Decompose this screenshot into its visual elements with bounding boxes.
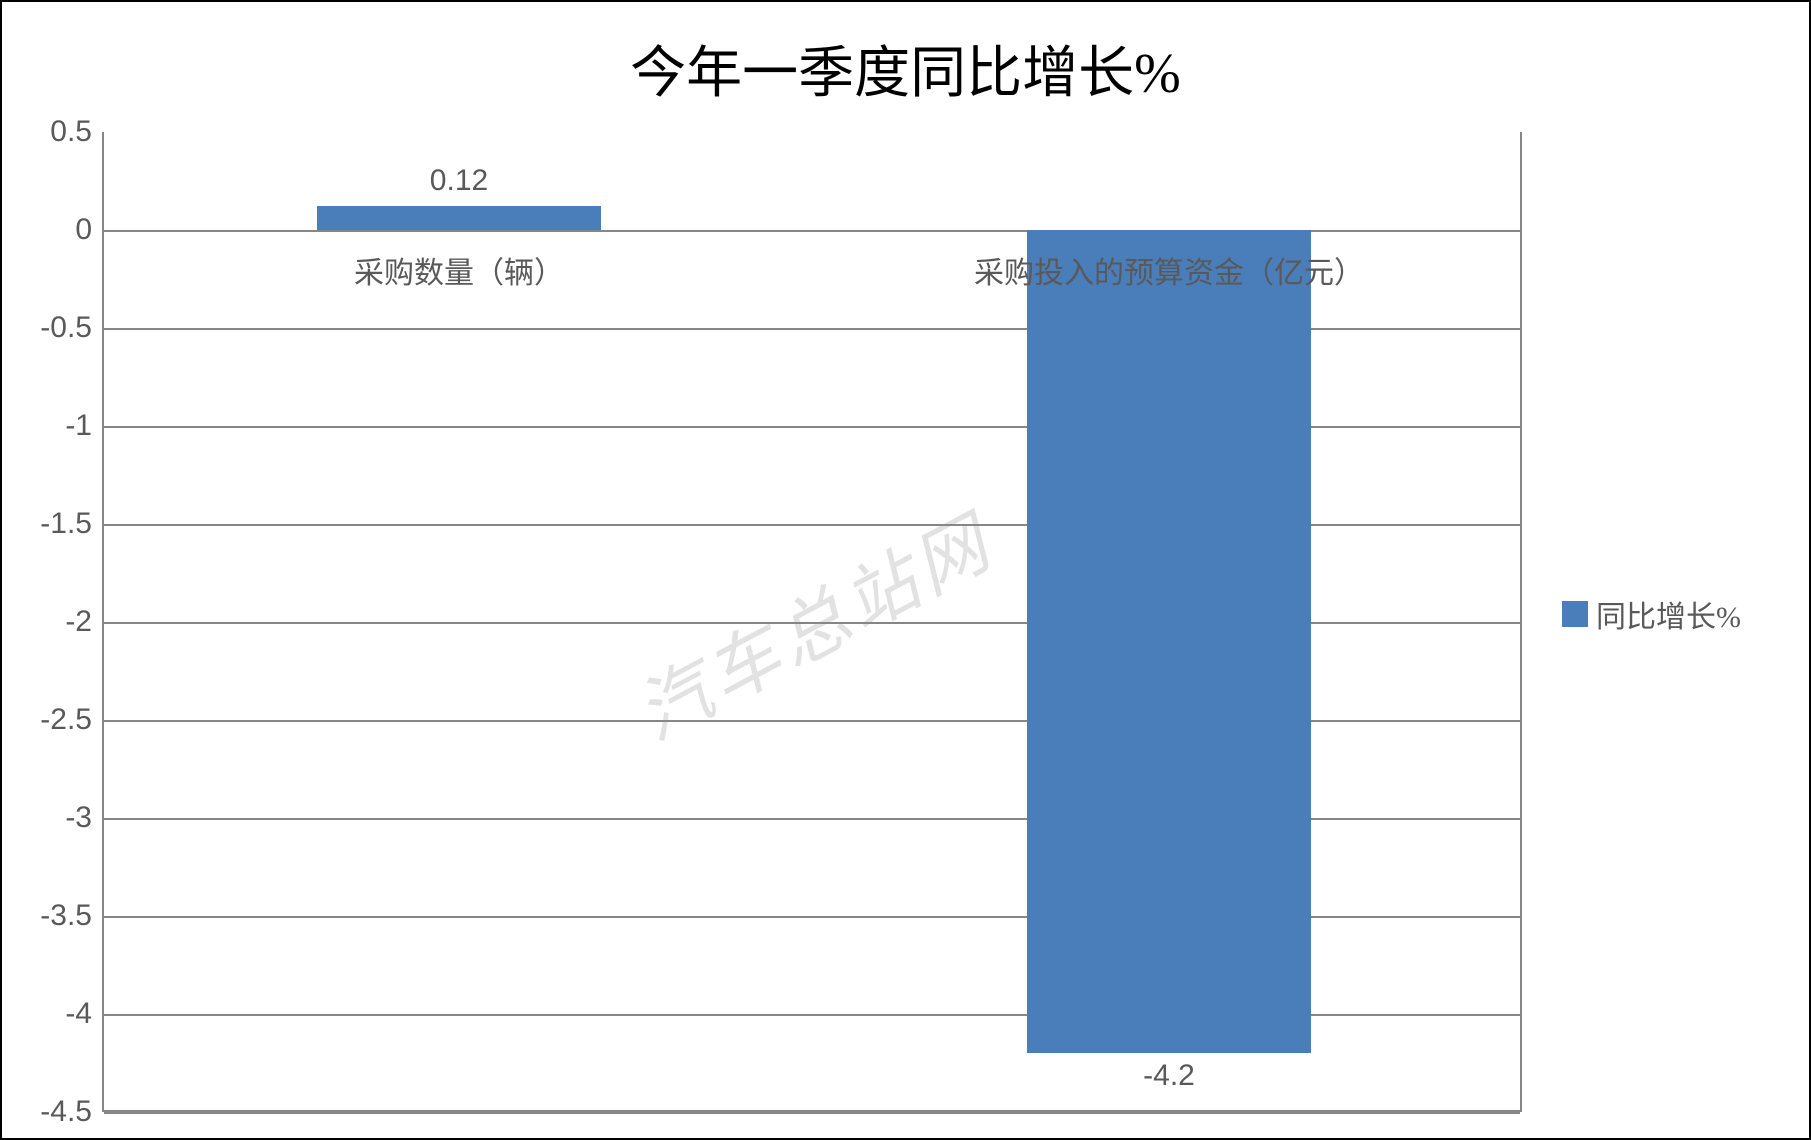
value-label: -4.2 — [1143, 1059, 1195, 1093]
bar — [1027, 230, 1311, 1053]
y-tick-label: -2 — [65, 605, 92, 639]
plot-area: -4.5-4-3.5-3-2.5-2-1.5-1-0.500.5采购数量（辆）0… — [102, 132, 1522, 1112]
y-tick-label: -2.5 — [40, 703, 92, 737]
y-tick-label: -3.5 — [40, 899, 92, 933]
y-tick-label: -1 — [65, 409, 92, 443]
y-tick-label: 0.5 — [50, 115, 92, 149]
y-tick-label: -1.5 — [40, 507, 92, 541]
chart-container: 今年一季度同比增长% -4.5-4-3.5-3-2.5-2-1.5-1-0.50… — [0, 0, 1811, 1140]
y-tick-label: 0 — [75, 213, 92, 247]
category-label: 采购数量（辆） — [104, 248, 814, 292]
y-tick-label: -3 — [65, 801, 92, 835]
value-label: 0.12 — [430, 164, 488, 198]
legend-swatch — [1562, 601, 1588, 627]
y-tick-label: -4.5 — [40, 1095, 92, 1129]
legend-label: 同比增长% — [1596, 592, 1741, 636]
category-label: 采购投入的预算资金（亿元） — [814, 248, 1524, 292]
y-tick-label: -4 — [65, 997, 92, 1031]
bar — [317, 206, 601, 230]
legend: 同比增长% — [1562, 592, 1741, 636]
gridline — [104, 1112, 1520, 1114]
y-tick-label: -0.5 — [40, 311, 92, 345]
chart-title: 今年一季度同比增长% — [2, 2, 1809, 119]
